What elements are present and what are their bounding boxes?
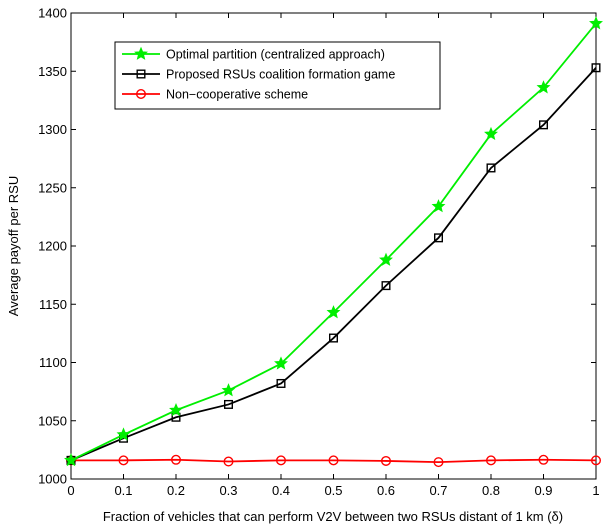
data-point <box>326 305 341 319</box>
data-point <box>486 163 496 173</box>
data-point <box>223 456 234 467</box>
data-point <box>591 455 602 466</box>
data-point <box>591 63 601 73</box>
data-point <box>381 455 392 466</box>
data-point <box>276 378 286 388</box>
data-point <box>538 454 549 465</box>
series-line <box>71 458 597 464</box>
series-1 <box>64 16 603 467</box>
data-point <box>539 120 549 130</box>
x-tick-label: 0.6 <box>377 483 395 498</box>
x-tick-label: 0.7 <box>429 483 447 498</box>
x-axis-label: Fraction of vehicles that can perform V2… <box>103 509 563 524</box>
data-point <box>536 80 551 94</box>
data-point <box>274 356 288 370</box>
axis-ticks <box>70 12 597 480</box>
data-point <box>329 333 339 343</box>
data-point <box>170 454 181 465</box>
legend: Optimal partition (centralized approach)… <box>114 41 441 110</box>
legend-marker <box>136 69 146 79</box>
data-point <box>433 457 444 468</box>
y-tick-label: 1000 <box>38 472 67 487</box>
x-tick-label: 0.1 <box>114 483 132 498</box>
x-tick-label: 0.9 <box>534 483 552 498</box>
y-tick-label: 1150 <box>39 297 67 312</box>
data-point <box>223 399 233 409</box>
y-tick-label: 1350 <box>38 64 67 79</box>
data-point <box>486 455 497 466</box>
y-tick-label: 1100 <box>39 355 67 370</box>
legend-marker <box>134 46 148 60</box>
data-point <box>276 455 287 466</box>
legend-marker <box>135 88 146 99</box>
y-tick-label: 1300 <box>38 122 67 137</box>
x-tick-label: 0.3 <box>219 483 237 498</box>
legend-entry: Optimal partition (centralized approach) <box>122 46 385 62</box>
legend-label: Optimal partition (centralized approach) <box>166 48 385 62</box>
x-tick-label: 0.2 <box>167 483 185 498</box>
x-tick-label: 0.8 <box>482 483 500 498</box>
x-tick-labels: 0 0.1 0.2 0.3 0.4 0.5 0.6 0.7 0.8 0.9 1 <box>67 483 599 498</box>
data-point <box>328 455 339 466</box>
y-tick-label: 1250 <box>38 180 67 195</box>
y-tick-label: 1200 <box>38 239 67 254</box>
data-point <box>484 126 498 141</box>
legend-label: Non−cooperative scheme <box>166 88 308 102</box>
data-point <box>64 453 78 467</box>
data-point <box>221 383 236 397</box>
y-tick-labels: 1000 1050 1100 1150 1200 1250 1300 1350 1400 <box>38 6 67 487</box>
data-point <box>434 233 444 243</box>
data-point <box>379 252 393 266</box>
y-tick-label: 1400 <box>38 6 67 21</box>
data-point <box>116 427 131 441</box>
series-layer <box>64 16 603 468</box>
legend-label: Proposed RSUs coalition formation game <box>166 68 395 82</box>
data-point <box>118 455 129 466</box>
x-tick-label: 0 <box>67 483 74 498</box>
data-point <box>169 402 183 417</box>
y-tick-label: 1050 <box>38 413 67 428</box>
y-axis-label: Average payoff per RSU <box>6 176 21 316</box>
x-tick-label: 1 <box>592 483 599 498</box>
legend-entry: Proposed RSUs coalition formation game <box>122 68 395 82</box>
legend-box <box>114 41 441 110</box>
data-point <box>431 199 446 213</box>
data-point <box>381 281 391 291</box>
x-tick-label: 0.4 <box>272 483 290 498</box>
legend-entry: Non−cooperative scheme <box>122 88 308 102</box>
x-tick-label: 0.5 <box>324 483 342 498</box>
series-line <box>70 67 597 462</box>
data-point <box>589 16 603 30</box>
